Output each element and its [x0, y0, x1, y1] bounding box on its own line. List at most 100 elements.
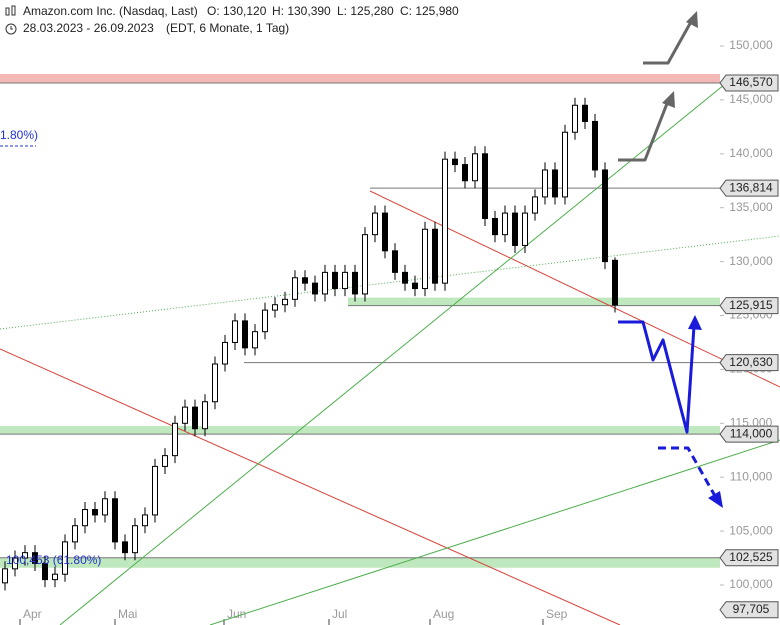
level-box [719, 425, 779, 443]
level-box [719, 179, 779, 197]
level-band [348, 297, 720, 306]
level-label: 114,000 [730, 426, 773, 440]
date-info: (EDT, 6 Monate, 1 Tag) [166, 21, 289, 35]
date-range: 28.03.2023 - 26.09.2023 [23, 21, 154, 35]
candle-body [212, 363, 218, 403]
y-tick-label: 135,000 [729, 200, 773, 214]
x-tick-label: Apr [23, 607, 42, 621]
candle-body [112, 498, 118, 543]
trendline [0, 348, 621, 625]
x-tick-label: Aug [433, 607, 454, 621]
candle-body [402, 271, 408, 284]
ohlc-low: L: 125,280 [337, 4, 394, 18]
y-tick-label: 150,000 [729, 38, 773, 52]
candle-body [542, 169, 548, 198]
candle-body [282, 298, 288, 306]
title: Amazon.com Inc. (Nasdaq, Last) [23, 4, 198, 18]
clock-icon [5, 23, 17, 35]
candle-body [272, 304, 278, 311]
candle-body [472, 153, 478, 182]
candle-body [362, 234, 368, 295]
candle-body [462, 164, 468, 182]
candle-body [522, 212, 528, 246]
trendline [59, 79, 731, 625]
candle-body [422, 228, 428, 290]
candle-body [452, 158, 458, 166]
level-label: 136,814 [729, 180, 773, 194]
candle-body [492, 217, 498, 236]
y-tick-label: 145,000 [729, 92, 773, 106]
arrowhead [688, 315, 702, 330]
arrowhead [686, 11, 698, 28]
candle-body [532, 196, 538, 214]
candle-body [342, 271, 348, 290]
candle-body [372, 212, 378, 236]
candle-body [82, 509, 88, 527]
ohlc-close: C: 125,980 [400, 4, 459, 18]
y-tick-label: 110,000 [730, 469, 773, 483]
candle-body [582, 104, 588, 122]
projections [618, 11, 723, 508]
candle-body [502, 212, 508, 236]
arrow [643, 19, 694, 65]
bands [0, 73, 720, 568]
y-tick-label: 140,000 [729, 146, 773, 160]
candle-body [602, 169, 608, 263]
candle-body [552, 169, 558, 198]
header: Amazon.com Inc. (Nasdaq, Last) O: 130,12… [5, 4, 459, 35]
candle-body [152, 465, 158, 516]
trendline [209, 439, 780, 625]
candle-body [32, 552, 38, 564]
level-box [719, 74, 779, 92]
y-tick-label: 105,000 [729, 523, 773, 537]
candle-body [202, 401, 208, 430]
ohlc-high: H: 130,390 [272, 4, 331, 18]
x-tick-label: Sep [546, 607, 568, 621]
candle-body [482, 153, 488, 219]
candle-body [322, 271, 328, 295]
level-label: 125,915 [729, 298, 773, 312]
trendlines [0, 79, 780, 625]
level-band [0, 73, 720, 83]
axes: Apr Mai Jun Jul Aug Sep [19, 45, 724, 625]
trendline [0, 235, 780, 330]
candle-body [302, 277, 308, 284]
arrow [618, 100, 670, 162]
arrow [658, 446, 717, 497]
candle-body [252, 331, 258, 349]
candle-body [382, 212, 388, 252]
candle-body [392, 250, 398, 273]
candle-body [142, 514, 148, 527]
candle-body [612, 259, 618, 306]
candle-body [102, 498, 108, 516]
level-labels: 100,000105,000110,000115,000120,000125,0… [719, 38, 779, 619]
x-tick-label: Mai [118, 607, 137, 621]
level-box [719, 354, 779, 372]
candle-body [312, 282, 318, 295]
annotation: 100,453 (61.80%) [6, 553, 101, 567]
candle-body [132, 525, 138, 554]
candle-body [12, 557, 18, 570]
candle-body [232, 320, 238, 343]
candles [2, 97, 618, 591]
candle-body [242, 320, 248, 349]
arrow [618, 320, 696, 434]
candle-body [292, 277, 298, 300]
level-band [0, 426, 720, 435]
y-tick-label: 130,000 [729, 254, 773, 268]
candle-body [262, 309, 268, 333]
y-tick-label: 100,000 [729, 577, 773, 591]
candle-body [222, 341, 228, 365]
candle-body [182, 406, 188, 424]
candle-body [332, 271, 338, 290]
candle-body [162, 455, 168, 467]
chart-icon [5, 5, 16, 16]
candle-body [442, 158, 448, 284]
candle-body [432, 228, 438, 284]
level-label: 120,630 [729, 355, 773, 369]
candle-body [2, 568, 8, 584]
arrowhead [708, 491, 723, 508]
ohlc-open: O: 130,120 [207, 4, 267, 18]
level-box [719, 601, 779, 619]
